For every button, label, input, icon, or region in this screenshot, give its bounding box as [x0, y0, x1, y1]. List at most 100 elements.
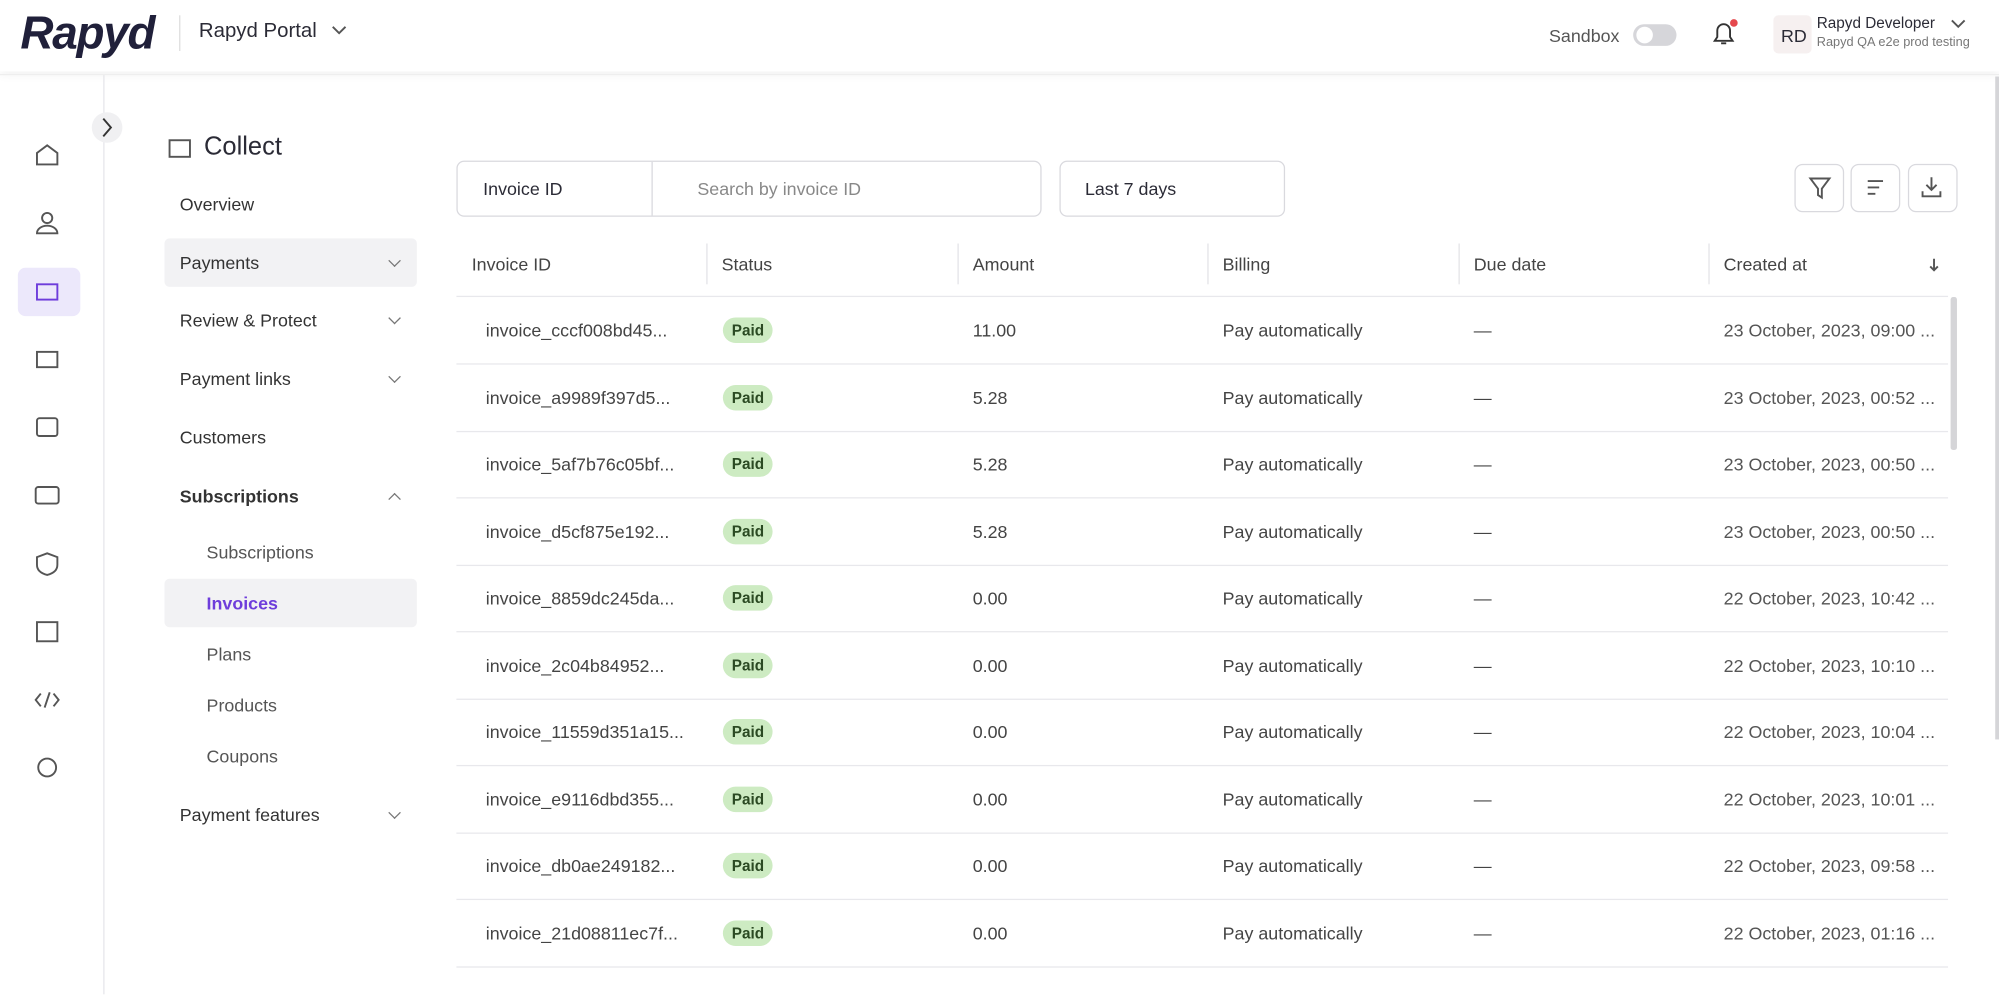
row-divider	[456, 899, 1948, 900]
logo[interactable]: Rapyd	[20, 6, 154, 60]
nav-item[interactable]: Customers	[180, 427, 266, 447]
nav-subitem[interactable]: Invoices	[207, 592, 278, 612]
status-badge: Paid	[723, 786, 773, 811]
cell[interactable]: invoice_8859dc245da...	[486, 588, 675, 608]
status-badge: Paid	[723, 585, 773, 610]
nav-item[interactable]: Payment features	[180, 804, 320, 824]
cell: —	[1474, 454, 1492, 474]
column-divider	[706, 244, 707, 285]
column-divider	[957, 244, 958, 285]
cell: Pay automatically	[1223, 789, 1363, 809]
sandbox-label: Sandbox	[1549, 25, 1619, 45]
cell: 23 October, 2023, 09:00 ...	[1724, 320, 1935, 340]
cell: 5.28	[973, 387, 1008, 407]
cell: Pay automatically	[1223, 922, 1363, 942]
column-divider	[1207, 244, 1208, 285]
cell: 23 October, 2023, 00:50 ...	[1724, 521, 1935, 541]
cell: Pay automatically	[1223, 521, 1363, 541]
nav-item[interactable]: Review & Protect	[180, 310, 317, 330]
date-range[interactable]: Last 7 days	[1085, 178, 1176, 198]
user-name[interactable]: Rapyd Developer	[1817, 14, 1935, 32]
search-input[interactable]: Search by invoice ID	[697, 178, 861, 198]
cell: —	[1474, 789, 1492, 809]
row-divider	[456, 363, 1948, 364]
nav-item[interactable]: Overview	[180, 194, 254, 214]
nav-subitem[interactable]: Plans	[207, 643, 252, 663]
user-org: Rapyd QA e2e prod testing	[1817, 36, 1970, 50]
cell[interactable]: invoice_11559d351a15...	[486, 722, 684, 742]
status-badge: Paid	[723, 853, 773, 878]
status-badge: Paid	[723, 920, 773, 945]
nav-highlight	[164, 578, 416, 626]
row-divider	[456, 698, 1948, 699]
nav-subitem[interactable]: Coupons	[207, 745, 278, 765]
cell: Pay automatically	[1223, 722, 1363, 742]
status-badge: Paid	[723, 384, 773, 409]
cell: Pay automatically	[1223, 588, 1363, 608]
row-divider	[456, 564, 1948, 565]
cell: 22 October, 2023, 10:42 ...	[1724, 588, 1935, 608]
cell: 23 October, 2023, 00:52 ...	[1724, 387, 1935, 407]
cell: Pay automatically	[1223, 387, 1363, 407]
row-divider	[456, 966, 1948, 967]
cell[interactable]: invoice_cccf008bd45...	[486, 320, 668, 340]
column-divider	[1708, 244, 1709, 285]
cell[interactable]: invoice_5af7b76c05bf...	[486, 454, 675, 474]
nav-item[interactable]: Payments	[180, 252, 259, 272]
nav-subitem[interactable]: Products	[207, 694, 277, 714]
portal-switcher[interactable]: Rapyd Portal	[199, 20, 317, 43]
column-header[interactable]: Amount	[973, 254, 1035, 274]
row-divider	[456, 430, 1948, 431]
cell: —	[1474, 521, 1492, 541]
cell: 0.00	[973, 722, 1008, 742]
cell: 0.00	[973, 655, 1008, 675]
cell[interactable]: invoice_d5cf875e192...	[486, 521, 670, 541]
cell: —	[1474, 722, 1492, 742]
nav-item[interactable]: Subscriptions	[180, 485, 299, 505]
cell: —	[1474, 855, 1492, 875]
cell: 5.28	[973, 454, 1008, 474]
row-divider	[456, 631, 1948, 632]
cell: 0.00	[973, 588, 1008, 608]
cell[interactable]: invoice_db0ae249182...	[486, 855, 676, 875]
cell: Pay automatically	[1223, 655, 1363, 675]
row-divider	[456, 497, 1948, 498]
avatar[interactable]: RD	[1781, 25, 1807, 45]
cell: Pay automatically	[1223, 320, 1363, 340]
nav-subitem[interactable]: Subscriptions	[207, 541, 314, 561]
cell[interactable]: invoice_e9116dbd355...	[486, 789, 674, 809]
cell: —	[1474, 320, 1492, 340]
cell: 5.28	[973, 521, 1008, 541]
status-badge: Paid	[723, 451, 773, 476]
column-header[interactable]: Status	[722, 254, 773, 274]
cell: —	[1474, 387, 1492, 407]
cell: 11.00	[973, 320, 1016, 340]
cell: —	[1474, 655, 1492, 675]
cell: 22 October, 2023, 10:10 ...	[1724, 655, 1935, 675]
cell: 0.00	[973, 855, 1008, 875]
section-title: Collect	[204, 133, 282, 162]
column-header[interactable]: Billing	[1223, 254, 1271, 274]
column-header[interactable]: Invoice ID	[472, 254, 551, 274]
cell[interactable]: invoice_a9989f397d5...	[486, 387, 671, 407]
cell: —	[1474, 588, 1492, 608]
status-badge: Paid	[723, 652, 773, 677]
row-divider	[456, 832, 1948, 833]
column-header[interactable]: Due date	[1474, 254, 1546, 274]
cell: 22 October, 2023, 01:16 ...	[1724, 922, 1935, 942]
cell: 0.00	[973, 922, 1008, 942]
field-select[interactable]: Invoice ID	[483, 178, 562, 198]
nav-item[interactable]: Payment links	[180, 369, 291, 389]
status-badge: Paid	[723, 719, 773, 744]
cell: 0.00	[973, 789, 1008, 809]
cell[interactable]: invoice_21d08811ec7f...	[486, 922, 678, 942]
divider	[651, 162, 652, 216]
cell: 23 October, 2023, 00:50 ...	[1724, 454, 1935, 474]
cell: —	[1474, 922, 1492, 942]
column-header[interactable]: Created at	[1724, 254, 1807, 274]
row-divider	[456, 296, 1948, 297]
status-badge: Paid	[723, 518, 773, 543]
cell[interactable]: invoice_2c04b84952...	[486, 655, 665, 675]
